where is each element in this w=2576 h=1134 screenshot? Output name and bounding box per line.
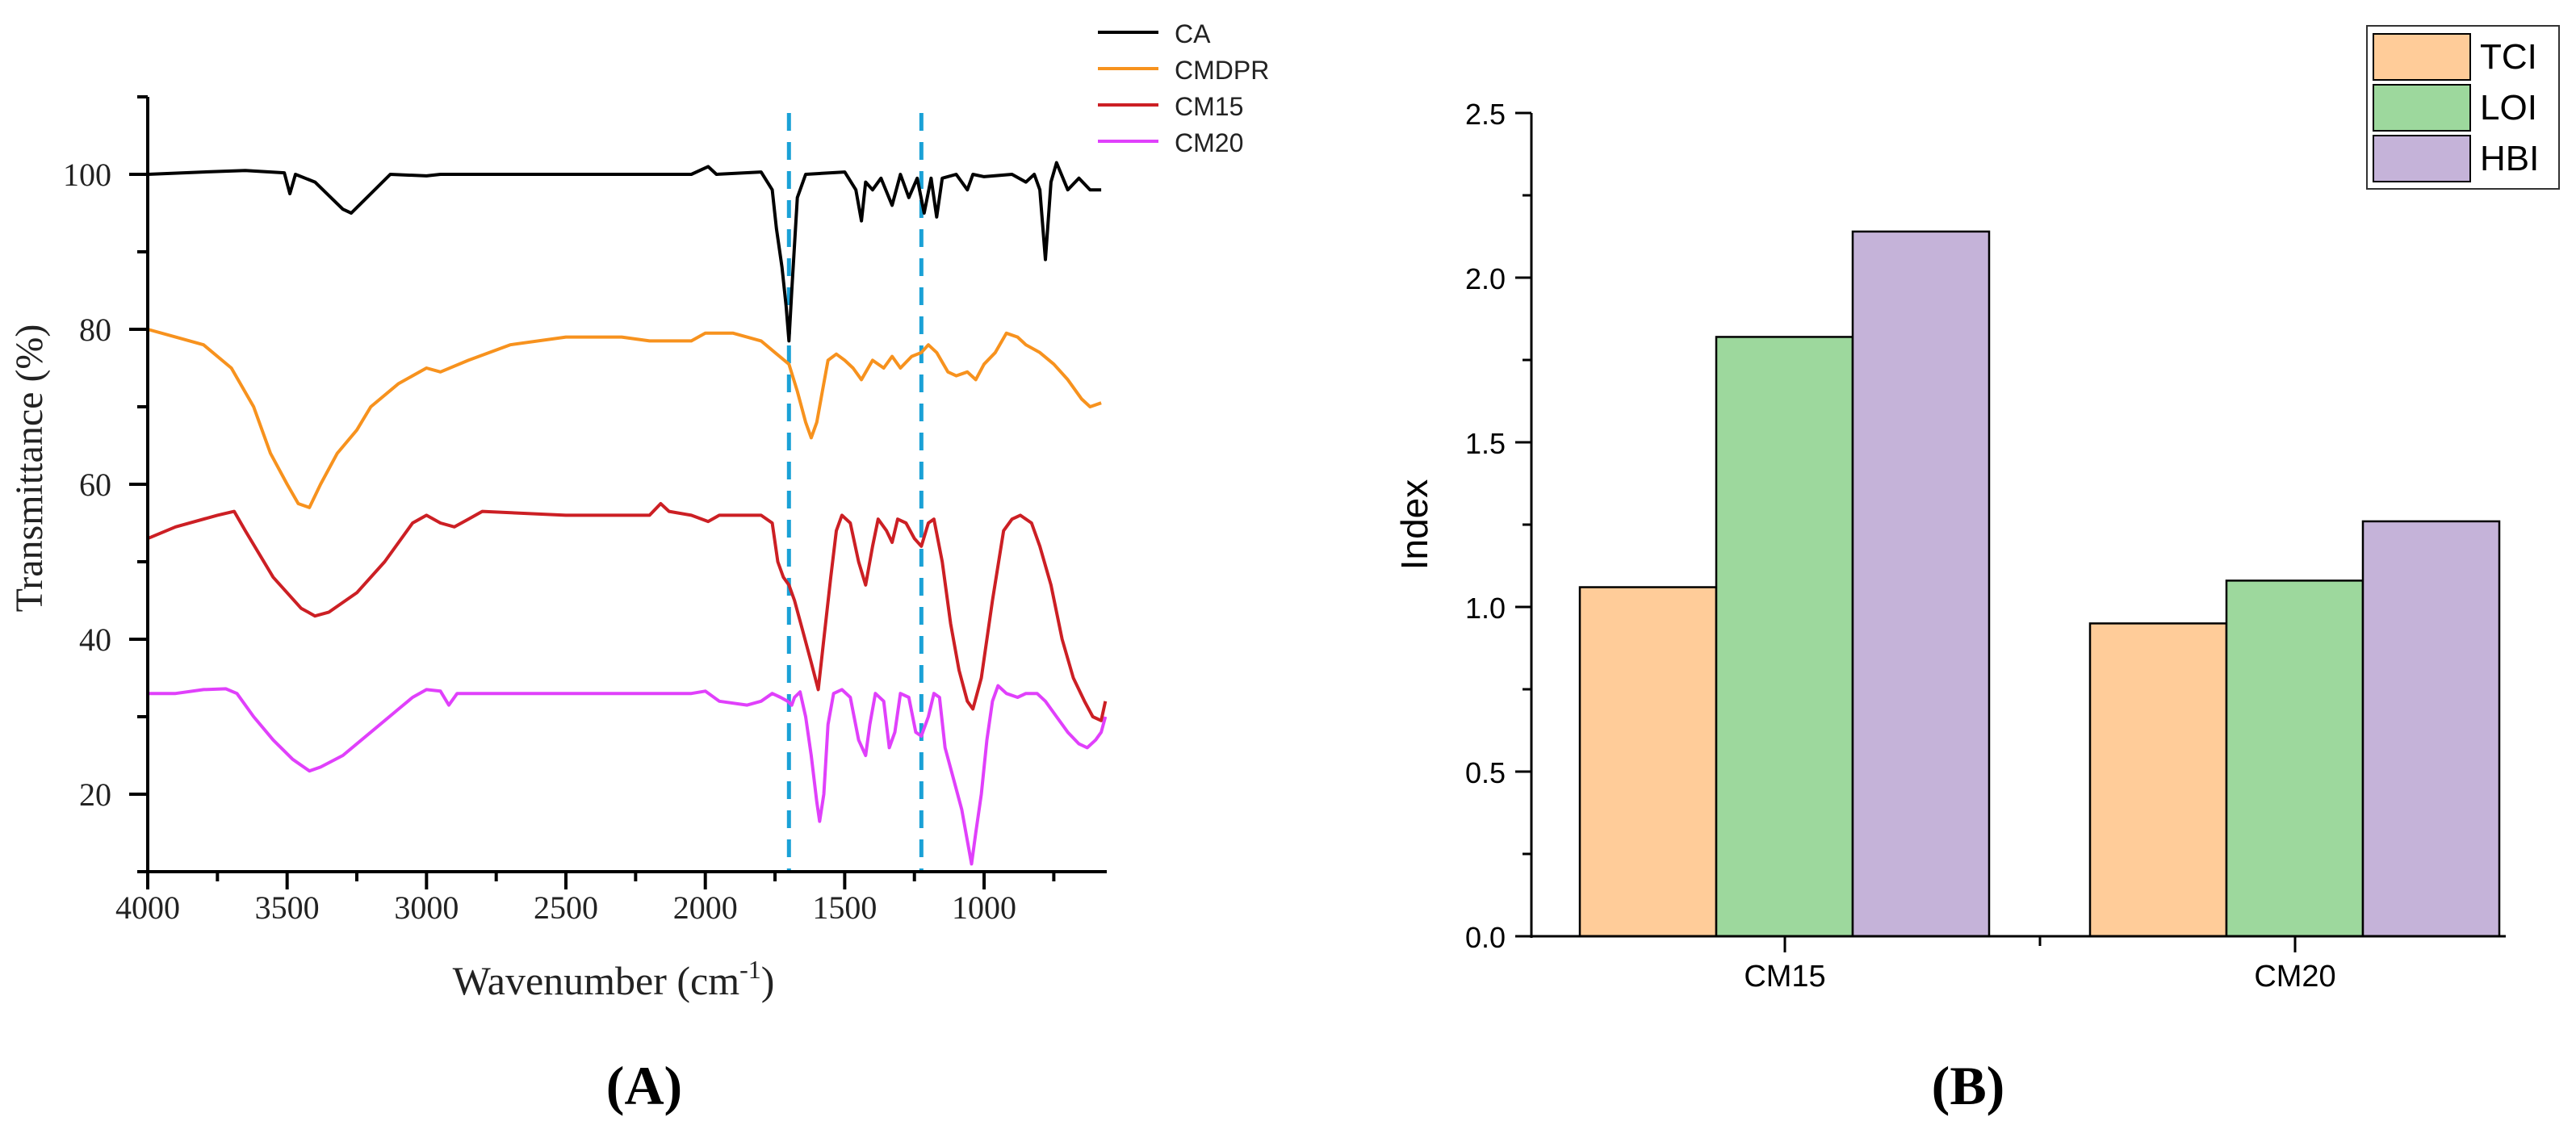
bar-loi-cm20 bbox=[2225, 580, 2364, 938]
ftir-spectra-panel: 20 40 60 80 100 4000 3500 3000 2500 2000 1500 1000… bbox=[8, 19, 1269, 1116]
y-tick-label: 20 bbox=[79, 776, 111, 813]
y-tick-label: 60 bbox=[79, 467, 111, 503]
category-label-cm15: CM15 bbox=[1744, 960, 1825, 994]
reference-lines bbox=[786, 113, 924, 872]
panel-b-letter: B bbox=[1950, 1055, 1986, 1116]
bar-hbi-cm20 bbox=[2361, 520, 2501, 938]
series-line-cm15 bbox=[147, 502, 1108, 722]
spectra-series bbox=[147, 161, 1108, 866]
y-tick-label: 80 bbox=[79, 312, 111, 348]
spectra-legend: CA CMDPR CM15 CM20 bbox=[1098, 19, 1269, 157]
panel-a-label: (A) bbox=[606, 1055, 682, 1116]
panel-b-label: (B) bbox=[1932, 1055, 2005, 1116]
x-tick-label: 3500 bbox=[255, 889, 320, 926]
index-bars bbox=[1578, 230, 2501, 938]
index-y-tick-label: 2.0 bbox=[1465, 262, 1506, 295]
index-y-tick-label: 0.5 bbox=[1465, 756, 1506, 789]
legend-label-cm15: CM15 bbox=[1175, 92, 1243, 121]
x-tick-label: 1500 bbox=[812, 889, 877, 926]
x-tick-label: 2000 bbox=[673, 889, 738, 926]
index-y-tick-label: 1.0 bbox=[1465, 592, 1506, 625]
index-y-axis-label: Index bbox=[1393, 479, 1435, 571]
series-line-cmdpr bbox=[147, 328, 1102, 509]
legend-swatch-loi bbox=[2373, 84, 2471, 132]
spectra-x-label-main: Wavenumber (cm bbox=[453, 958, 740, 1003]
spectra-y-ticks: 20 40 60 80 100 bbox=[63, 95, 148, 873]
legend-label-tci: TCI bbox=[2480, 37, 2537, 77]
spectra-x-ticks: 4000 3500 3000 2500 2000 1500 1000 bbox=[115, 872, 1056, 926]
bar-loi-cm15 bbox=[1715, 336, 1854, 938]
x-tick-label: 1000 bbox=[952, 889, 1016, 926]
bar-tci-cm15 bbox=[1578, 586, 1718, 938]
panel-a-letter: A bbox=[624, 1055, 664, 1116]
legend-label-cm20: CM20 bbox=[1175, 128, 1243, 157]
index-bar-panel: 0.0 0.5 1.0 1.5 2.0 2.5 CM15 CM20 Index TCI LOI… bbox=[1393, 25, 2560, 1116]
legend-label-hbi: HBI bbox=[2480, 139, 2539, 178]
index-legend: TCI LOI HBI bbox=[2366, 25, 2560, 190]
index-y-tick-label: 2.5 bbox=[1465, 98, 1506, 131]
x-tick-label: 3000 bbox=[394, 889, 459, 926]
legend-swatch-tci bbox=[2373, 33, 2471, 81]
spectra-x-label-superscript: -1 bbox=[739, 955, 761, 984]
category-label-cm20: CM20 bbox=[2254, 960, 2335, 994]
series-line-ca bbox=[147, 161, 1102, 343]
spectra-x-axis-label: Wavenumber (cm-1) bbox=[453, 955, 775, 1003]
bar-hbi-cm15 bbox=[1851, 230, 1991, 938]
spectra-x-label-end: ) bbox=[761, 958, 775, 1003]
series-line-cm20 bbox=[148, 684, 1108, 866]
x-tick-label: 2500 bbox=[534, 889, 598, 926]
spectra-y-axis-label: Transmittance (%) bbox=[8, 324, 51, 613]
x-tick-label: 4000 bbox=[115, 889, 180, 926]
y-tick-label: 100 bbox=[63, 157, 111, 193]
index-y-tick-label: 1.5 bbox=[1465, 427, 1506, 460]
legend-label-cmdpr: CMDPR bbox=[1175, 56, 1269, 85]
y-tick-label: 40 bbox=[79, 621, 111, 658]
index-y-tick-label: 0.0 bbox=[1465, 921, 1506, 954]
index-x-ticks: CM15 CM20 bbox=[1744, 936, 2336, 994]
bar-tci-cm20 bbox=[2088, 622, 2228, 938]
legend-label-loi: LOI bbox=[2480, 88, 2537, 128]
legend-label-ca: CA bbox=[1175, 19, 1211, 48]
legend-swatch-hbi bbox=[2373, 135, 2471, 182]
index-y-ticks: 0.0 0.5 1.0 1.5 2.0 2.5 bbox=[1465, 98, 1531, 954]
